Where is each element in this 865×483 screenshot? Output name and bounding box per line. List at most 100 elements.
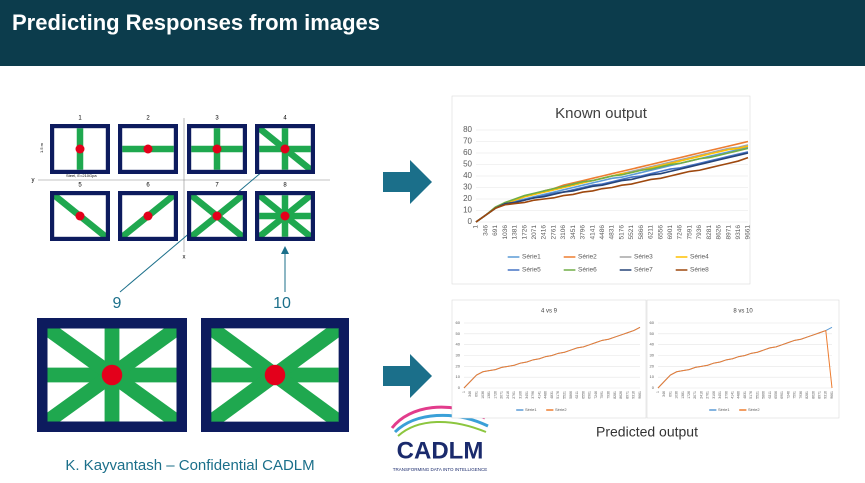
chart-title: Known output xyxy=(555,105,648,122)
x-tick-label: 1726 xyxy=(687,391,691,399)
y-tick-label: 0 xyxy=(458,385,461,390)
series-line xyxy=(463,326,641,389)
x-tick-label: 1036 xyxy=(675,391,679,399)
x-tick-label: 7246 xyxy=(786,391,790,399)
x-tick-label: 8281 xyxy=(706,225,713,240)
y-tick-label: 20 xyxy=(463,194,472,203)
axis-label: x xyxy=(183,255,186,261)
legend-label: Série7 xyxy=(634,267,653,274)
x-tick-label: 691 xyxy=(492,225,499,236)
frame-border xyxy=(49,123,110,174)
x-tick-label: 4141 xyxy=(589,225,596,240)
frame-border xyxy=(117,123,178,174)
x-tick-label: 4141 xyxy=(730,391,734,399)
load-point xyxy=(75,144,85,154)
x-tick-label: 2416 xyxy=(541,225,548,240)
x-tick-label: 346 xyxy=(468,391,472,397)
x-tick-label: 8971 xyxy=(625,391,629,399)
x-tick-label: 3451 xyxy=(718,391,722,399)
series-line xyxy=(657,329,833,389)
x-tick-label: 5866 xyxy=(762,391,766,399)
legend-label: Série2 xyxy=(555,407,567,412)
frame-border xyxy=(37,318,187,432)
x-tick-label: 346 xyxy=(482,225,489,236)
x-tick-label: 9316 xyxy=(735,225,742,240)
material-label: Steel, E=210Gpa xyxy=(66,173,97,178)
load-point xyxy=(75,211,85,221)
x-tick-label: 2071 xyxy=(500,391,504,399)
x-tick-label: 1381 xyxy=(512,225,519,240)
x-tick-label: 7936 xyxy=(799,391,803,399)
x-tick-label: 5866 xyxy=(638,225,645,240)
x-tick-label: 7591 xyxy=(686,225,693,240)
frame-label: 2 xyxy=(146,116,150,122)
x-tick-label: 8626 xyxy=(619,391,623,399)
axis-label: y xyxy=(32,178,35,184)
y-tick-label: 10 xyxy=(463,206,472,215)
arrow xyxy=(383,354,432,398)
y-tick-label: 20 xyxy=(456,363,461,368)
y-tick-label: 30 xyxy=(463,183,472,192)
y-tick-label: 40 xyxy=(650,342,655,347)
x-tick-label: 4831 xyxy=(550,391,554,399)
chart-title: 8 vs 10 xyxy=(733,309,753,315)
slide-title: Predicting Responses from images xyxy=(12,10,380,35)
frame-border xyxy=(117,191,178,242)
y-tick-label: 10 xyxy=(456,374,461,379)
legend-label: Série3 xyxy=(634,254,653,261)
predicted-caption: Predicted output xyxy=(596,424,698,440)
x-tick-label: 7936 xyxy=(696,225,703,240)
y-tick-label: 30 xyxy=(456,353,461,358)
x-tick-label: 3796 xyxy=(580,225,587,240)
x-tick-label: 7591 xyxy=(793,391,797,399)
legend-label: Série2 xyxy=(578,254,597,261)
x-tick-label: 2416 xyxy=(506,391,510,399)
frame-label: 5 xyxy=(78,183,82,189)
x-tick-label: 4141 xyxy=(537,391,541,399)
header-bar xyxy=(0,0,865,66)
y-tick-label: 50 xyxy=(463,160,472,169)
x-tick-label: 1036 xyxy=(481,391,485,399)
y-tick-label: 10 xyxy=(650,374,655,379)
x-tick-label: 1381 xyxy=(681,391,685,399)
load-point xyxy=(143,211,153,221)
frame-border xyxy=(255,191,316,242)
x-tick-label: 3106 xyxy=(518,391,522,399)
x-tick-label: 2761 xyxy=(550,225,557,240)
y-tick-label: 30 xyxy=(650,353,655,358)
frame-label: 4 xyxy=(283,116,287,122)
x-tick-label: 8626 xyxy=(811,391,815,399)
x-tick-label: 691 xyxy=(668,391,672,397)
x-tick-label: 5521 xyxy=(562,391,566,399)
x-tick-label: 9316 xyxy=(824,391,828,399)
x-tick-label: 3451 xyxy=(570,225,577,240)
x-tick-label: 1381 xyxy=(487,391,491,399)
x-tick-label: 5521 xyxy=(628,225,635,240)
chart-background xyxy=(451,299,647,419)
x-tick-label: 1 xyxy=(473,225,480,229)
x-tick-label: 6901 xyxy=(588,391,592,399)
chart-title: 4 vs 9 xyxy=(541,309,558,315)
x-tick-label: 6211 xyxy=(648,225,655,239)
x-tick-label: 7936 xyxy=(606,391,610,399)
callout-arrowhead xyxy=(281,246,289,254)
legend-label: Série4 xyxy=(690,254,709,261)
x-tick-label: 2071 xyxy=(531,225,538,240)
y-tick-label: 60 xyxy=(650,320,655,325)
x-tick-label: 5176 xyxy=(618,225,625,240)
x-tick-label: 6211 xyxy=(575,391,579,399)
load-point xyxy=(280,211,290,221)
arrow xyxy=(383,160,432,204)
x-tick-label: 4831 xyxy=(743,391,747,399)
y-tick-label: 40 xyxy=(463,171,472,180)
frame-border xyxy=(255,123,316,174)
chart-background xyxy=(451,95,751,285)
y-tick-label: 80 xyxy=(463,125,472,134)
logo-swirl xyxy=(393,413,489,434)
legend-label: Série2 xyxy=(748,407,760,412)
x-tick-label: 1036 xyxy=(502,225,509,240)
callout-label: 10 xyxy=(273,295,291,312)
frame-border xyxy=(187,191,248,242)
x-tick-label: 5866 xyxy=(569,391,573,399)
x-tick-label: 3106 xyxy=(560,225,567,240)
